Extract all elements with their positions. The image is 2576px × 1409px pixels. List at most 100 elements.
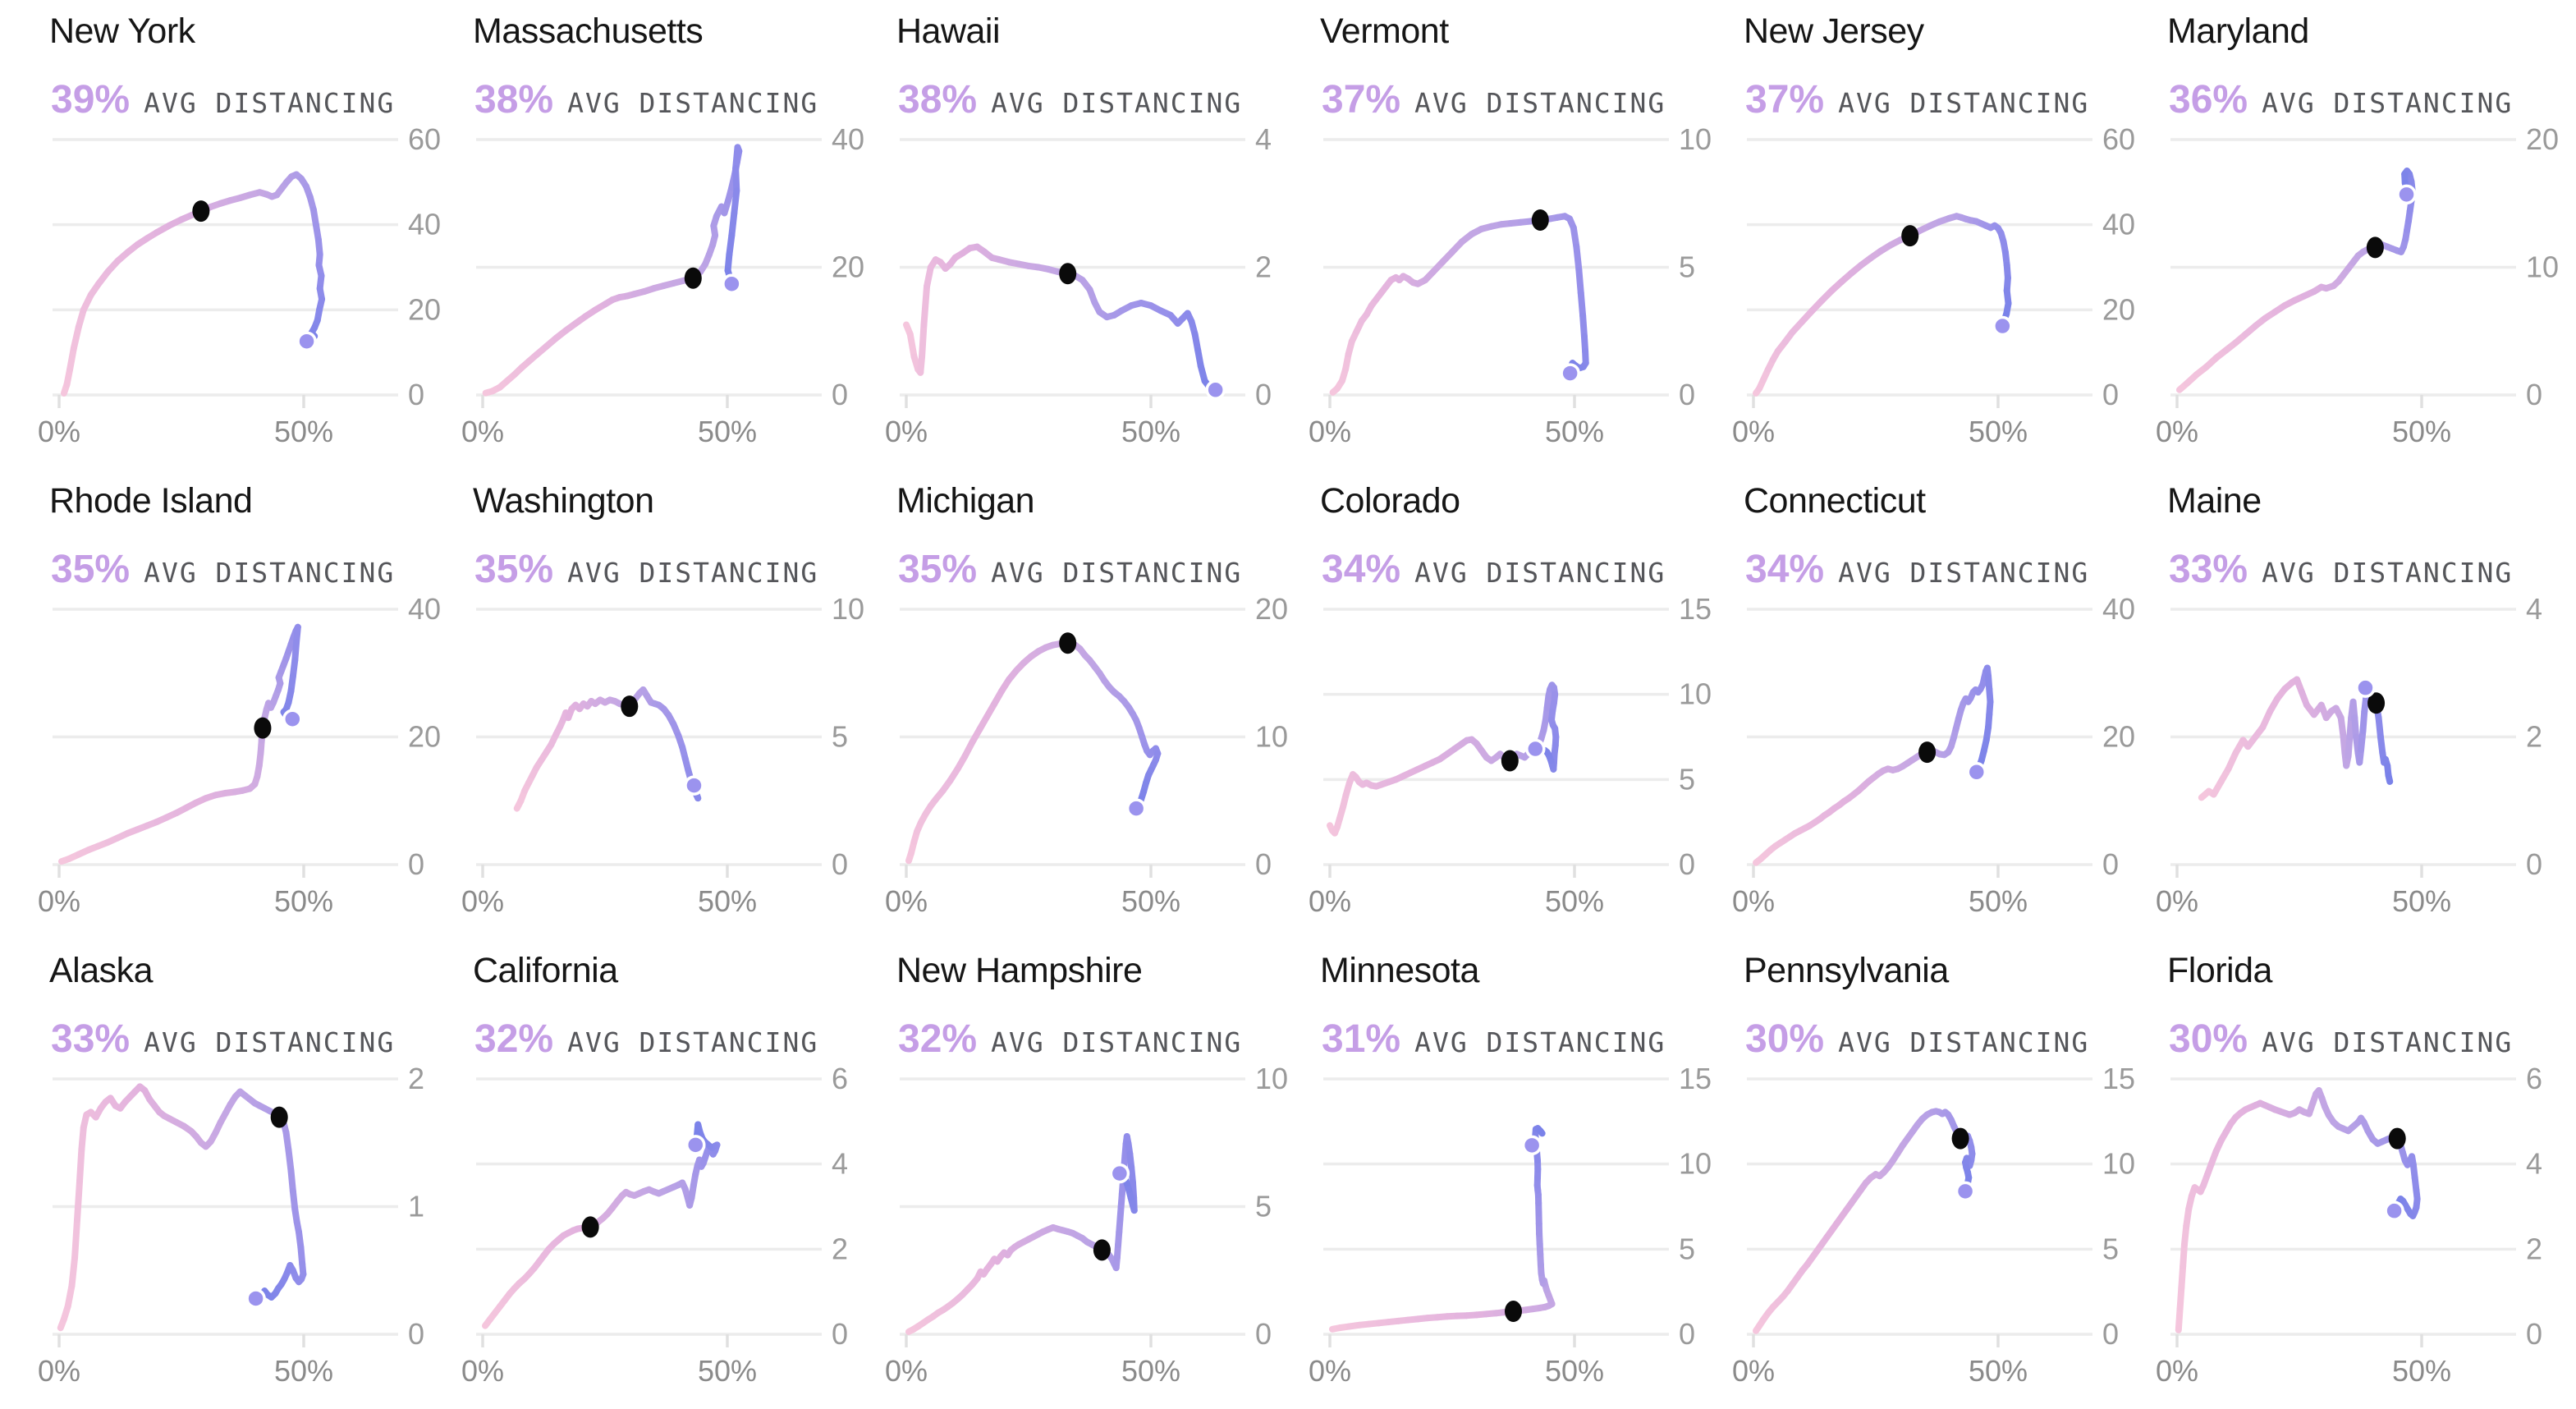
svg-text:50%: 50% — [698, 415, 757, 448]
state-panel-massachusetts: Massachusetts 38% AVG DISTANCING 0 20 40 0%… — [429, 0, 864, 470]
end-marker-dot — [722, 273, 742, 294]
svg-text:0%: 0% — [38, 884, 80, 918]
svg-text:20: 20 — [2102, 292, 2135, 326]
svg-text:50%: 50% — [1121, 884, 1180, 918]
state-title: Alaska — [49, 951, 154, 990]
svg-text:60: 60 — [2102, 122, 2135, 156]
y-tick-labels: 0 20 40 — [2102, 592, 2135, 881]
svg-text:2: 2 — [1255, 250, 1272, 284]
distancing-percent: 39% — [51, 78, 131, 122]
svg-text:50%: 50% — [1121, 1354, 1180, 1388]
svg-text:10: 10 — [1255, 1062, 1288, 1095]
end-marker-dot — [2384, 1200, 2404, 1221]
state-title: Minnesota — [1320, 951, 1479, 990]
gridlines — [1323, 138, 1669, 397]
gridlines — [1323, 1077, 1669, 1336]
end-marker-dot — [1955, 1181, 1976, 1202]
svg-text:50%: 50% — [698, 884, 757, 918]
black-marker-dot — [192, 200, 210, 223]
end-marker-dot — [2355, 677, 2376, 698]
trajectory-line — [1752, 664, 1994, 866]
svg-text:5: 5 — [1679, 250, 1695, 284]
avg-distancing-label: AVG DISTANCING — [144, 557, 396, 589]
svg-text:50%: 50% — [1545, 415, 1604, 448]
svg-text:0%: 0% — [1732, 884, 1775, 918]
svg-text:10: 10 — [1679, 122, 1712, 156]
distancing-percent: 32% — [898, 1017, 978, 1061]
avg-distancing-subtitle: 37% AVG DISTANCING — [1745, 77, 2089, 122]
black-marker-dot — [1059, 263, 1077, 285]
svg-text:2: 2 — [408, 1062, 424, 1095]
trajectory-chart: 0 20 40 0% 50% — [461, 122, 864, 448]
state-title: Washington — [473, 481, 654, 521]
svg-text:0%: 0% — [1732, 415, 1775, 448]
avg-distancing-label: AVG DISTANCING — [1414, 1026, 1666, 1058]
x-tick-labels: 0% 50% — [885, 884, 1180, 918]
end-marker-dot — [1992, 315, 2013, 337]
trajectory-line — [2175, 1086, 2421, 1333]
svg-text:6: 6 — [832, 1062, 848, 1095]
end-marker-dot — [1125, 798, 1147, 819]
svg-text:60: 60 — [408, 122, 441, 156]
avg-distancing-subtitle: 33% AVG DISTANCING — [51, 1017, 395, 1062]
state-panel-hawaii: Hawaii 38% AVG DISTANCING 0 2 4 0% 50% — [852, 0, 1276, 470]
state-title: Maryland — [2167, 11, 2309, 51]
svg-text:0%: 0% — [2156, 884, 2198, 918]
avg-distancing-label: AVG DISTANCING — [1838, 557, 2090, 589]
black-marker-dot — [270, 1106, 288, 1128]
state-panel-michigan: Michigan 35% AVG DISTANCING 0 10 20 0% 50% — [852, 470, 1288, 939]
gridlines — [476, 138, 822, 397]
black-marker-dot — [1918, 741, 1937, 764]
black-marker-dot — [1531, 209, 1549, 231]
y-tick-labels: 0 10 20 — [1255, 592, 1288, 881]
x-tick-labels: 0% 50% — [1309, 1354, 1604, 1388]
svg-text:0: 0 — [1255, 378, 1272, 411]
black-marker-dot — [1901, 225, 1919, 247]
gridlines — [476, 608, 822, 866]
gridlines — [900, 608, 1245, 866]
x-tick-labels: 0% 50% — [1732, 884, 2028, 918]
trajectory-line — [57, 1083, 307, 1332]
svg-text:0%: 0% — [461, 415, 504, 448]
black-marker-dot — [581, 1216, 599, 1238]
svg-text:50%: 50% — [1545, 1354, 1604, 1388]
avg-distancing-label: AVG DISTANCING — [2262, 557, 2514, 589]
svg-text:50%: 50% — [2392, 884, 2451, 918]
trajectory-line — [60, 171, 326, 397]
x-axis-ticks — [1328, 395, 1576, 408]
y-tick-labels: 0 20 40 — [832, 122, 864, 411]
end-marker-dot — [685, 1135, 706, 1155]
svg-text:5: 5 — [1679, 762, 1695, 796]
state-title: Colorado — [1320, 481, 1460, 521]
svg-text:0: 0 — [408, 378, 424, 411]
svg-text:5: 5 — [2102, 1232, 2119, 1265]
end-marker-dot — [1521, 1135, 1542, 1156]
avg-distancing-subtitle: 37% AVG DISTANCING — [1322, 77, 1666, 122]
gridlines — [1323, 608, 1669, 866]
x-tick-labels: 0% 50% — [461, 1354, 757, 1388]
x-tick-labels: 0% 50% — [885, 415, 1180, 448]
distancing-percent: 35% — [474, 548, 554, 591]
black-marker-dot — [2388, 1127, 2406, 1150]
gridlines — [900, 1077, 1245, 1336]
svg-text:0: 0 — [408, 847, 424, 881]
svg-text:0%: 0% — [885, 415, 928, 448]
gridlines — [476, 1077, 822, 1336]
gridlines — [1747, 608, 2092, 866]
x-axis-ticks — [57, 865, 305, 878]
state-title: Massachusetts — [473, 11, 704, 51]
y-tick-labels: 0 5 10 — [1255, 1062, 1288, 1351]
svg-text:20: 20 — [2102, 720, 2135, 754]
svg-text:0%: 0% — [38, 1354, 80, 1388]
state-panel-vermont: Vermont 37% AVG DISTANCING 0 5 10 0% 50% — [1276, 0, 1712, 470]
gridlines — [1747, 1077, 2092, 1336]
svg-text:0: 0 — [2102, 378, 2119, 411]
y-tick-labels: 0 2 4 — [2526, 592, 2542, 881]
end-marker-dot — [684, 775, 704, 796]
svg-text:20: 20 — [408, 720, 441, 754]
state-title: Pennsylvania — [1744, 951, 1949, 990]
svg-text:0%: 0% — [461, 884, 504, 918]
svg-text:40: 40 — [408, 208, 441, 241]
avg-distancing-label: AVG DISTANCING — [1838, 1026, 2090, 1058]
